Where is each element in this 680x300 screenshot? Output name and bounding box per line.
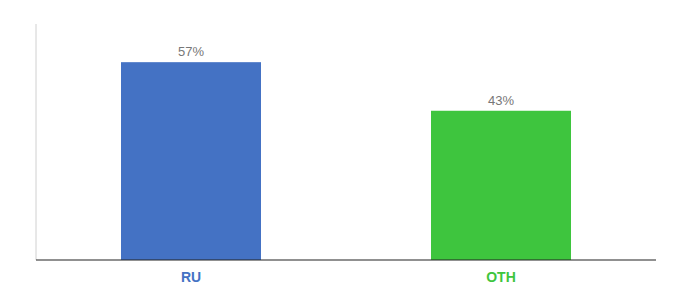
x-axis-line xyxy=(36,259,656,260)
data-label: 57% xyxy=(178,44,204,59)
bar xyxy=(121,62,261,260)
chart-container: 57% 43% RU OTH xyxy=(0,0,680,300)
x-tick-label: OTH xyxy=(486,269,516,285)
y-axis-line xyxy=(36,24,37,260)
data-label: 43% xyxy=(488,93,514,108)
x-tick-label: RU xyxy=(181,269,201,285)
chart-svg: 57% 43% RU OTH xyxy=(0,0,680,300)
bars xyxy=(121,62,571,260)
bar xyxy=(431,111,571,260)
plot-area: 57% 43% RU OTH xyxy=(36,24,656,285)
